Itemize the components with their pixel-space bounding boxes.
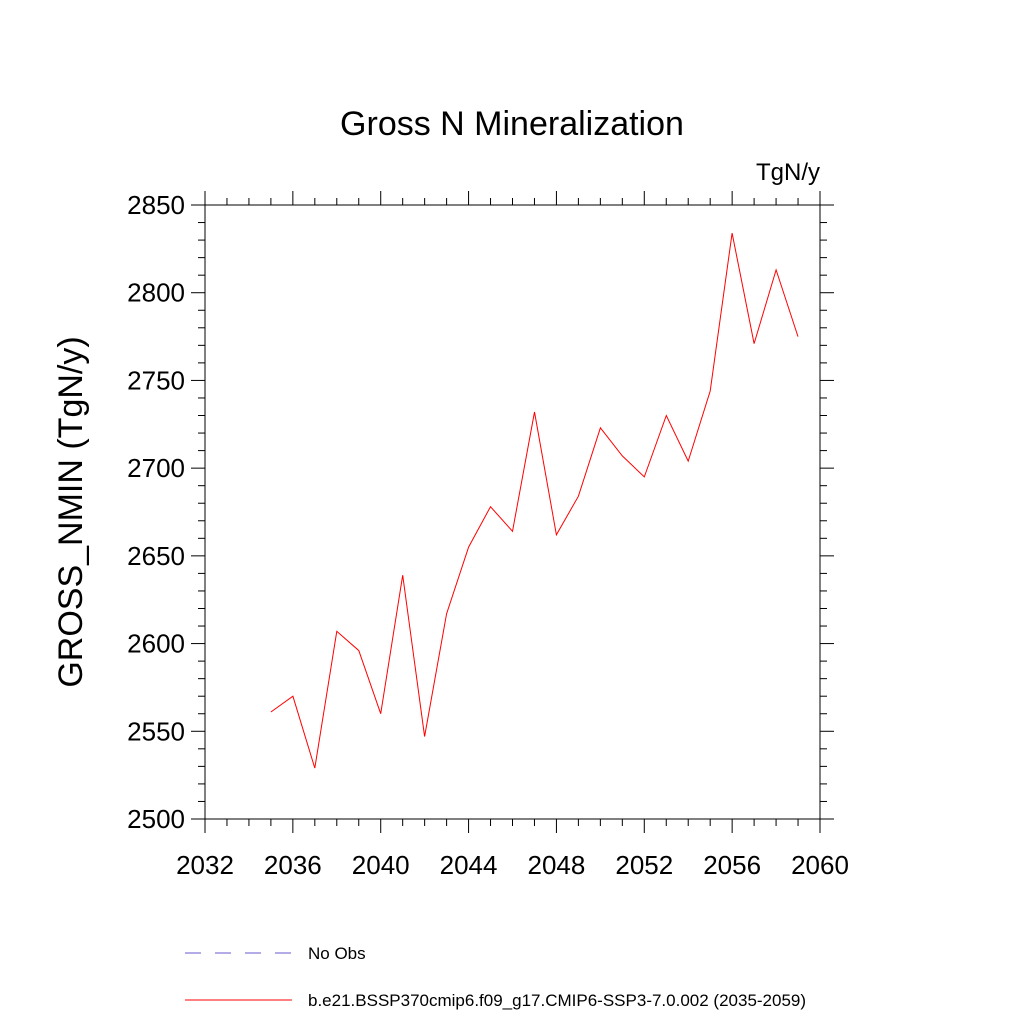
y-tick-label: 2750 — [127, 365, 185, 395]
y-tick-label: 2850 — [127, 190, 185, 220]
x-tick-label: 2044 — [440, 850, 498, 880]
x-tick-label: 2032 — [176, 850, 234, 880]
legend: No Obs b.e21.BSSP370cmip6.f09_g17.CMIP6-S… — [185, 944, 806, 1010]
legend-label: No Obs — [308, 944, 366, 963]
y-axis-label: GROSS_NMIN (TgN/y) — [52, 336, 90, 687]
legend-label: b.e21.BSSP370cmip6.f09_g17.CMIP6-SSP3-7.… — [308, 991, 806, 1010]
y-tick-label: 2550 — [127, 716, 185, 746]
series-line — [270, 233, 799, 769]
y-tick-label: 2700 — [127, 453, 185, 483]
axis-ticks: 2032 2036 2040 2044 2048 2052 2056 2060 2500 2550… — [127, 190, 849, 880]
chart-title: Gross N Mineralization — [340, 105, 684, 143]
y-tick-label: 2500 — [127, 804, 185, 834]
units-label: TgN/y — [756, 159, 820, 186]
x-tick-label: 2052 — [615, 850, 673, 880]
x-tick-label: 2060 — [791, 850, 849, 880]
x-tick-label: 2040 — [352, 850, 410, 880]
y-tick-label: 2650 — [127, 541, 185, 571]
y-tick-label: 2800 — [127, 278, 185, 308]
x-tick-label: 2056 — [703, 850, 761, 880]
x-tick-label: 2048 — [528, 850, 586, 880]
y-tick-label: 2600 — [127, 629, 185, 659]
plot-frame — [204, 204, 821, 820]
x-tick-label: 2036 — [264, 850, 322, 880]
series-layer — [270, 233, 799, 769]
